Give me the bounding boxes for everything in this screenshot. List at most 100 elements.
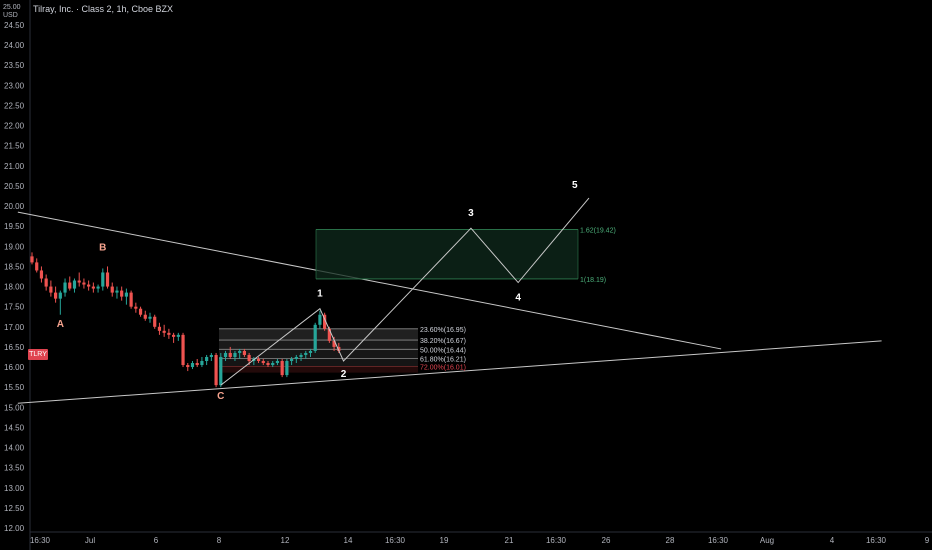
candle-body	[323, 314, 327, 329]
fib-band	[219, 358, 418, 367]
candle-body	[129, 292, 133, 307]
ticker-badge: TLRY	[28, 349, 48, 360]
candle-body	[134, 306, 138, 309]
x-tick-label: 16:30	[866, 536, 887, 545]
candle-body	[242, 350, 246, 355]
candle-body	[39, 270, 44, 279]
y-tick-label: 13.50	[4, 464, 25, 473]
candle-body	[238, 350, 242, 353]
candle-body	[271, 363, 275, 366]
candle-body	[275, 361, 280, 364]
candle-body	[35, 262, 39, 271]
wave-label: 3	[468, 208, 474, 219]
candle-body	[172, 334, 176, 337]
y-tick-label: 12.50	[4, 504, 25, 513]
candle-body	[299, 354, 303, 357]
y-tick-label: 15.00	[4, 403, 25, 412]
candle-body	[313, 324, 317, 351]
fib-label: 72.00%(16.01)	[420, 365, 466, 372]
candle-body	[58, 292, 62, 299]
candle-body	[209, 354, 213, 357]
x-tick-label: 16:30	[30, 536, 51, 545]
candle-body	[82, 282, 86, 285]
candle-body	[337, 346, 341, 351]
candle-body	[124, 292, 128, 297]
top-clip-label: 25.00	[3, 4, 21, 11]
candle-body	[247, 354, 251, 362]
candle-body	[68, 282, 72, 289]
candle-body	[49, 286, 53, 293]
wave-label: 1	[317, 289, 323, 300]
fib-band	[219, 366, 418, 373]
x-tick-label: 26	[602, 536, 611, 545]
candle-body	[200, 361, 204, 366]
y-tick-label: 15.50	[4, 383, 25, 392]
candle-body	[181, 334, 185, 366]
candle-body	[77, 280, 81, 283]
candle-body	[214, 354, 218, 386]
y-tick-label: 22.00	[4, 122, 25, 131]
candle-body	[101, 272, 105, 287]
y-tick-label: 19.00	[4, 242, 25, 251]
y-tick-label: 16.00	[4, 363, 25, 372]
candle-body	[54, 292, 58, 299]
wave-label: 2	[341, 369, 347, 380]
candle-body	[30, 256, 34, 263]
y-tick-label: 17.50	[4, 303, 25, 312]
fib-label: 61.80%(16.21)	[420, 357, 466, 364]
candle-body	[223, 352, 228, 357]
candle-body	[138, 308, 143, 315]
candle-body	[157, 326, 162, 331]
x-tick-label: 12	[281, 536, 290, 545]
y-tick-label: 20.00	[4, 202, 25, 211]
trendlines	[17, 211, 882, 404]
y-tick-label: 14.50	[4, 423, 25, 432]
y-tick-label: 23.50	[4, 61, 25, 70]
candle-body	[120, 290, 124, 297]
candle-body	[308, 350, 313, 353]
candle-body	[143, 314, 147, 319]
y-tick-label: 20.50	[4, 182, 25, 191]
chart-title: Tilray, Inc. · Class 2, 1h, Cboe BZX	[33, 4, 174, 14]
target-label: 1.62(19.42)	[580, 227, 616, 234]
candle-body	[219, 356, 223, 386]
x-tick-label: 9	[925, 536, 930, 545]
y-tick-label: 14.00	[4, 444, 25, 453]
x-tick-label: 6	[154, 536, 159, 545]
candle-body	[261, 361, 265, 364]
candle-body	[304, 352, 308, 355]
x-tick-label: 14	[344, 536, 353, 545]
wave-labels: A B C 1 2 3 4 5	[57, 180, 578, 402]
y-tick-label: 21.00	[4, 162, 25, 171]
candle-body	[256, 358, 261, 362]
candle-body	[327, 328, 331, 341]
currency-label: 25.00 USD	[3, 4, 21, 20]
wave-label: C	[217, 391, 224, 402]
fib-retracement: 23.60%(16.95) 38.20%(16.67) 50.00%(16.44) 6…	[219, 327, 466, 373]
candle-body	[228, 352, 232, 357]
x-tick-label: 4	[830, 536, 835, 545]
fib-band	[219, 328, 418, 341]
candle-body	[332, 340, 336, 347]
y-axis: 12.00 12.50 13.00 13.50 14.00 14.50 15.00 15.50…	[4, 0, 31, 550]
candle-body	[115, 290, 119, 293]
y-tick-label: 18.50	[4, 262, 25, 271]
candle-body	[72, 280, 77, 289]
candle-body	[294, 356, 298, 359]
x-tick-label: 28	[666, 536, 675, 545]
candle-body	[195, 363, 199, 366]
y-tick-label: 19.50	[4, 222, 25, 231]
candle-body	[266, 363, 270, 366]
x-tick-label: 21	[505, 536, 514, 545]
x-tick-label: 16:30	[546, 536, 567, 545]
currency-code: USD	[3, 12, 18, 19]
candle-body	[186, 365, 190, 368]
y-tick-label: 17.00	[4, 323, 25, 332]
trendline	[17, 340, 882, 404]
candle-body	[176, 334, 180, 337]
candle-body	[63, 282, 67, 293]
trendline	[17, 211, 722, 350]
target-zone: 1.62(19.42) 1(18.19)	[315, 227, 616, 284]
candles	[30, 252, 341, 388]
